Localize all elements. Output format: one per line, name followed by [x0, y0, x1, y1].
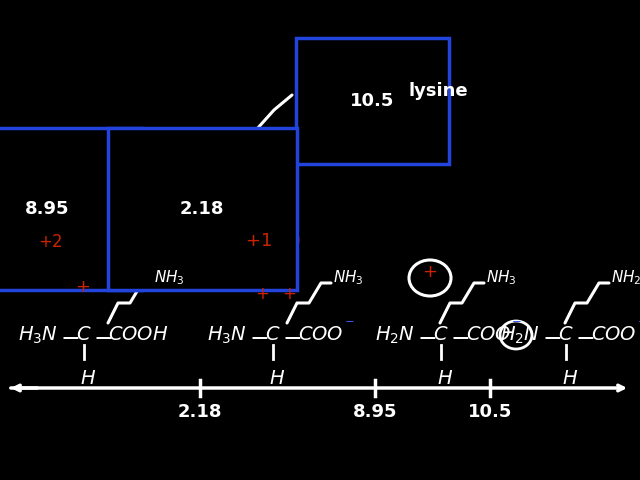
Text: $H$: $H$: [269, 369, 285, 388]
Text: 2.18: 2.18: [180, 200, 225, 218]
Text: lysine: lysine: [408, 82, 468, 100]
Text: $C$: $C$: [125, 152, 141, 172]
Text: $NH_3$: $NH_3$: [333, 268, 364, 287]
Text: 8.95: 8.95: [25, 200, 70, 218]
Text: $-$: $-$: [93, 325, 112, 349]
Text: $COOH$: $COOH$: [108, 325, 168, 345]
Text: 10.5: 10.5: [350, 92, 394, 110]
Text: $-$: $-$: [450, 325, 469, 349]
Text: $-$: $-$: [282, 325, 301, 349]
Text: $-$: $-$: [105, 155, 125, 179]
Text: $COOH$: $COOH$: [168, 152, 232, 172]
Text: $C$: $C$: [76, 325, 92, 345]
Text: $H_3N$: $H_3N$: [18, 324, 58, 346]
Text: 10.5: 10.5: [468, 403, 512, 421]
Text: $H$: $H$: [562, 369, 578, 388]
Text: $NH_3$: $NH_3$: [154, 268, 185, 287]
Text: $COO$: $COO$: [298, 325, 344, 345]
Text: $C$: $C$: [558, 325, 573, 345]
Text: 8.95: 8.95: [353, 403, 397, 421]
Text: $+$: $+$: [422, 263, 437, 281]
Text: $NH_2$: $NH_2$: [300, 72, 339, 93]
Text: $^+$: $^+$: [292, 75, 304, 90]
Text: $+$: $+$: [282, 285, 296, 303]
Text: $NH_3$: $NH_3$: [486, 268, 516, 287]
Text: $H_2N$: $H_2N$: [375, 324, 415, 346]
Text: $+2$: $+2$: [38, 233, 63, 251]
Text: $+$: $+$: [75, 278, 90, 296]
Text: 2.18: 2.18: [178, 403, 222, 421]
Text: $-$: $-$: [150, 155, 170, 179]
Text: $C$: $C$: [265, 325, 280, 345]
Text: $COO$: $COO$: [466, 325, 511, 345]
Text: $H_3N$: $H_3N$: [207, 324, 247, 346]
Text: $-$: $-$: [417, 325, 436, 349]
Text: $H_2N$: $H_2N$: [30, 152, 73, 176]
Text: $NH_2$: $NH_2$: [611, 268, 640, 287]
Text: $^-$: $^-$: [342, 317, 355, 335]
Text: $+1$: $+1$: [245, 232, 272, 250]
Text: $H$: $H$: [130, 186, 146, 205]
Text: $^-$: $^-$: [509, 317, 522, 335]
Text: $-$: $-$: [575, 325, 595, 349]
Text: $+$: $+$: [255, 285, 269, 303]
Text: $^-$: $^-$: [635, 317, 640, 335]
Text: $-$: $-$: [542, 325, 561, 349]
Text: $-$: $-$: [249, 325, 268, 349]
Text: $C$: $C$: [433, 325, 449, 345]
Text: $-$: $-$: [60, 325, 79, 349]
Text: $H_2N$: $H_2N$: [500, 324, 540, 346]
Text: $COO$: $COO$: [591, 325, 637, 345]
Text: $H$: $H$: [437, 369, 453, 388]
Text: $H$: $H$: [80, 369, 96, 388]
